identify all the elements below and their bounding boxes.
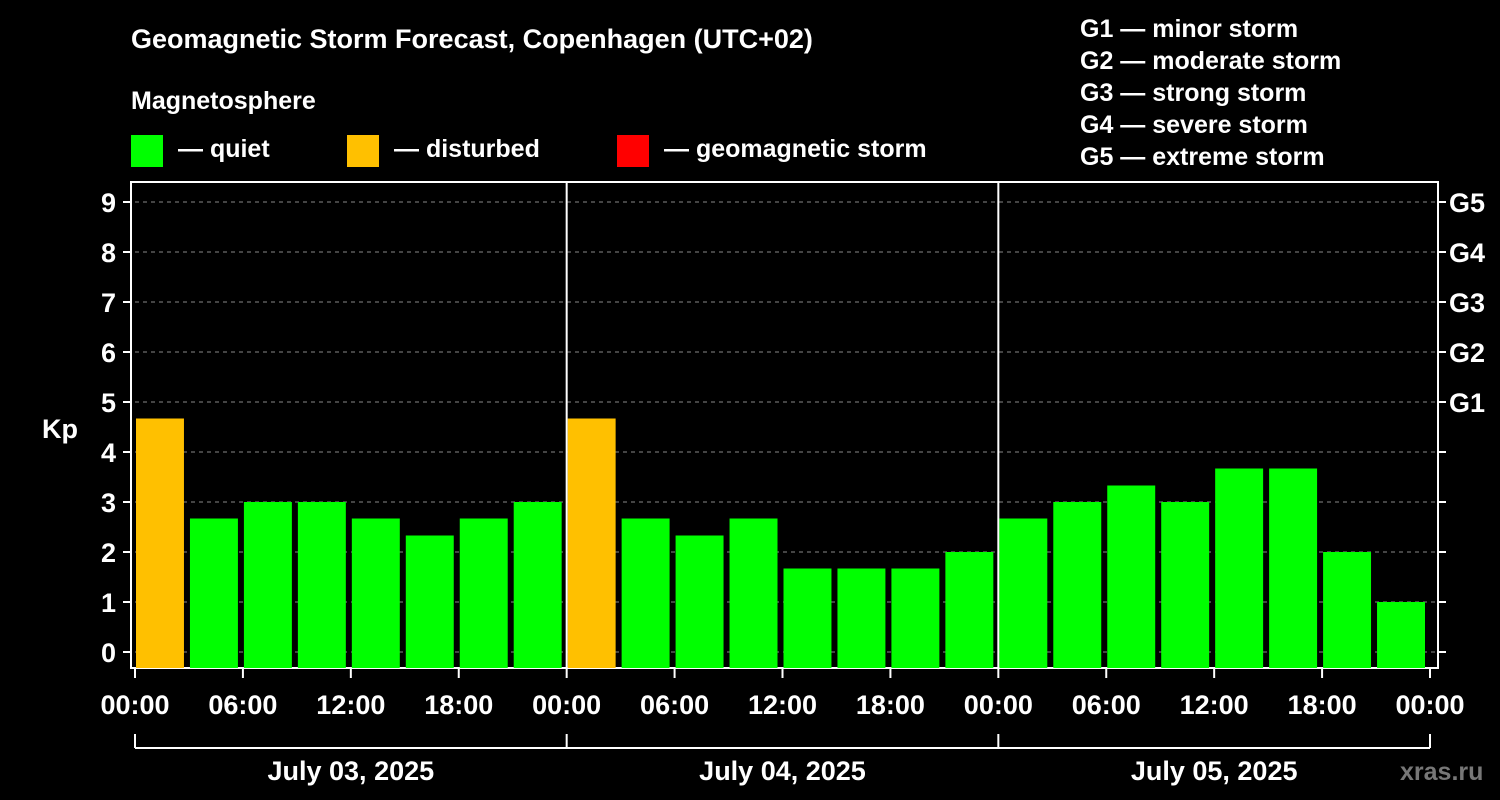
x-tick-label: 00:00 — [532, 690, 601, 720]
bar-7 — [513, 502, 562, 668]
x-tick-label: 06:00 — [640, 690, 709, 720]
y-tick-label: 3 — [101, 488, 116, 518]
x-tick-label: 00:00 — [964, 690, 1033, 720]
bar-0 — [136, 418, 184, 668]
x-tick-label: 00:00 — [100, 690, 169, 720]
bar-13 — [837, 568, 886, 668]
chart-title: Geomagnetic Storm Forecast, Copenhagen (… — [131, 24, 813, 54]
bar-15 — [945, 552, 994, 668]
bar-14 — [891, 568, 940, 668]
legend-label-storm: — geomagnetic storm — [664, 135, 927, 163]
g-level-label: G4 — [1449, 238, 1485, 268]
bar-23 — [1377, 602, 1425, 668]
bar-19 — [1161, 502, 1210, 668]
bar-18 — [1107, 485, 1156, 668]
g-level-label: G5 — [1449, 188, 1485, 218]
y-tick-label: 0 — [101, 638, 116, 668]
y-tick-label: 6 — [101, 338, 116, 368]
x-tick-label: 12:00 — [748, 690, 817, 720]
legend-swatch-storm — [617, 135, 649, 167]
legend-label-disturbed: — disturbed — [394, 135, 540, 163]
storm-scale-g4: G4 — severe storm — [1080, 111, 1308, 139]
storm-scale-g2: G2 — moderate storm — [1080, 47, 1341, 75]
bar-17 — [1053, 502, 1102, 668]
bar-12 — [783, 568, 832, 668]
y-tick-label: 4 — [101, 438, 116, 468]
x-tick-label: 06:00 — [1072, 690, 1141, 720]
bar-3 — [297, 502, 346, 668]
y-tick-label: 9 — [101, 188, 116, 218]
x-tick-label: 18:00 — [424, 690, 493, 720]
bar-20 — [1215, 468, 1264, 668]
bar-21 — [1269, 468, 1318, 668]
bar-5 — [405, 535, 454, 668]
x-tick-label: 18:00 — [1288, 690, 1357, 720]
bar-22 — [1323, 552, 1372, 668]
bar-2 — [243, 502, 292, 668]
x-tick-label: 12:00 — [316, 690, 385, 720]
bar-8 — [567, 418, 616, 668]
chart-subtitle: Magnetosphere — [131, 87, 316, 115]
x-tick-label: 12:00 — [1180, 690, 1249, 720]
y-tick-label: 5 — [101, 388, 116, 418]
legend-label-quiet: — quiet — [178, 135, 270, 163]
bar-16 — [999, 518, 1048, 668]
y-axis-label: Kp — [42, 414, 78, 444]
x-tick-label: 06:00 — [208, 690, 277, 720]
legend-swatch-quiet — [131, 135, 163, 167]
y-tick-label: 1 — [101, 588, 116, 618]
g-level-label: G3 — [1449, 288, 1485, 318]
day-label: July 05, 2025 — [1131, 756, 1298, 786]
day-label: July 04, 2025 — [699, 756, 866, 786]
bar-10 — [675, 535, 724, 668]
watermark: xras.ru — [1400, 758, 1483, 786]
g-level-label: G2 — [1449, 338, 1485, 368]
g-level-label: G1 — [1449, 388, 1485, 418]
y-tick-label: 8 — [101, 238, 116, 268]
day-label: July 03, 2025 — [268, 756, 435, 786]
bar-1 — [189, 518, 238, 668]
x-tick-label: 18:00 — [856, 690, 925, 720]
bar-11 — [729, 518, 778, 668]
bar-9 — [621, 518, 670, 668]
legend-swatch-disturbed — [347, 135, 379, 167]
storm-scale-g1: G1 — minor storm — [1080, 15, 1298, 43]
bar-4 — [351, 518, 400, 668]
y-tick-label: 7 — [101, 288, 116, 318]
y-tick-label: 2 — [101, 538, 116, 568]
x-tick-label: 00:00 — [1395, 690, 1464, 720]
storm-scale-g3: G3 — strong storm — [1080, 79, 1306, 107]
bar-6 — [459, 518, 508, 668]
storm-scale-g5: G5 — extreme storm — [1080, 143, 1325, 171]
